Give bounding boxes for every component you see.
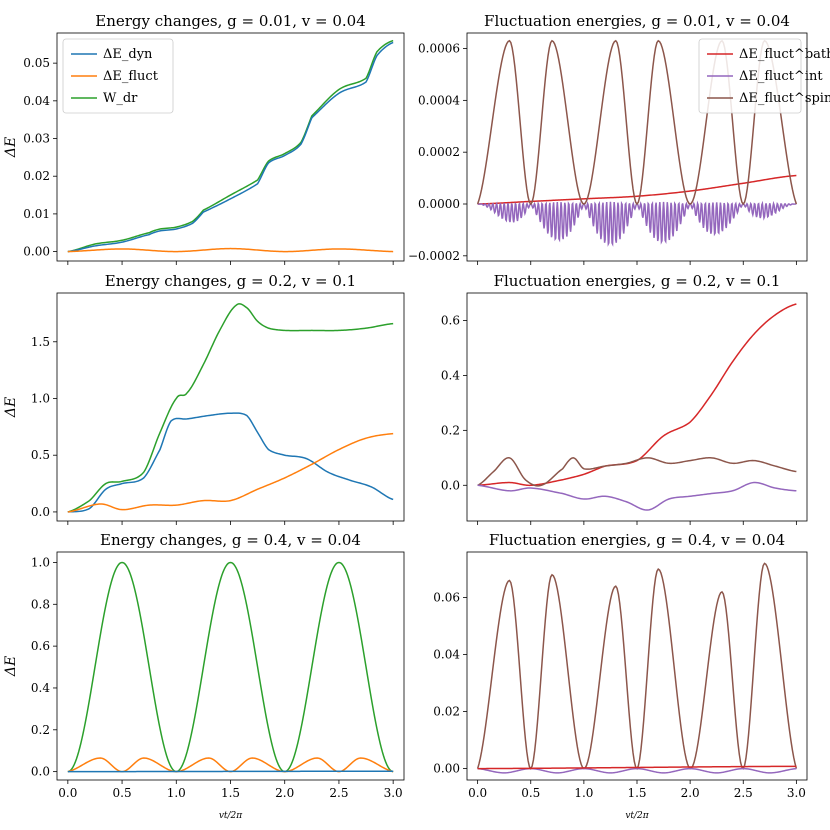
series-line-0 [476,562,798,771]
y-tick-label: 0.0 [31,505,50,519]
series-line-1 [67,412,394,513]
y-tick-label: 0.4 [441,368,460,382]
legend-label: W_dr [103,91,138,106]
panel-top-left: 0.00 0.01 0.02 0.03 0.04 0.05 Energy changes, … [3,12,405,265]
series-line-2 [477,765,797,770]
y-tick-label: 0.00 [23,245,50,259]
x-tick-label: 0.5 [113,786,132,800]
y-tick-label: 0.8 [31,597,50,611]
legend: ΔE_fluct^bath ΔE_fluct^int ΔE_fluct^spin [698,38,830,114]
panel-top-right: −0.0002 0.0000 0.0002 0.0004 0.0006 Fluctuati… [408,12,830,265]
panel-title: Energy changes, g = 0.01, v = 0.04 [95,12,366,30]
panel-middle-left: 0.0 0.5 1.0 1.5 Energy changes, g = 0.2, v =… [3,272,405,525]
y-tick-label: 0.0002 [418,145,460,159]
axes-frame [56,551,405,781]
series-line-1 [67,41,394,253]
y-tick-label: 0.01 [23,207,50,221]
panel-title: Energy changes, g = 0.2, v = 0.1 [105,272,356,290]
legend: ΔE_dyn ΔE_fluct W_dr [62,38,174,114]
axes-frame [466,551,808,781]
series-line-2 [476,39,798,206]
y-tick-label: 0.02 [23,169,50,183]
y-tick-label: 0.4 [31,681,50,695]
y-axis-label: ΔE [3,656,19,677]
series-line-2 [67,432,394,513]
series-line-0 [67,561,394,773]
y-tick-label: 0.0 [31,765,50,779]
y-tick-label: 0.04 [433,648,460,662]
y-tick-label: 0.06 [433,591,460,605]
x-tick-label: 1.0 [167,786,186,800]
x-tick-label: 0.0 [58,786,77,800]
legend-label: ΔE_dyn [103,47,153,62]
series-line-2 [477,481,797,511]
y-tick-label: 1.5 [31,335,50,349]
y-tick-label: 0.0006 [418,42,460,56]
x-tick-label: 0.5 [521,786,540,800]
y-tick-label: 0.6 [441,313,460,327]
y-tick-label: 0.03 [23,132,50,146]
series-line-0 [477,303,797,487]
axes-frame [466,292,808,522]
panel-title: Fluctuation energies, g = 0.4, v = 0.04 [489,531,785,549]
y-tick-label: −0.0002 [408,249,460,263]
panel-title: Energy changes, g = 0.4, v = 0.04 [100,531,361,549]
x-tick-label: 1.0 [574,786,593,800]
y-axis-label: ΔE [3,397,19,418]
panel-title: Fluctuation energies, g = 0.01, v = 0.04 [484,12,790,30]
x-tick-label: 1.5 [221,786,240,800]
x-tick-label: 2.5 [329,786,348,800]
x-axis-label: vt/2π [219,811,243,821]
legend-label: ΔE_fluct [103,69,159,84]
legend-label: ΔE_fluct^spin [739,91,830,106]
series-line-1 [67,757,394,773]
panel-bottom-left: 0.0 0.5 1.0 1.5 2.0 2.5 3.0 0.0 0.2 0.4 0.6 0.8 1.0 E… [3,531,405,821]
y-tick-label: 0.04 [23,94,50,108]
legend-box [62,38,174,114]
y-tick-label: 0.2 [441,423,460,437]
x-tick-label: 3.0 [787,786,806,800]
y-tick-label: 0.0 [441,478,460,492]
y-tick-label: 1.0 [31,391,50,405]
y-tick-label: 0.6 [31,639,50,653]
y-tick-label: 0.2 [31,723,50,737]
x-tick-label: 0.0 [468,786,487,800]
legend-label: ΔE_fluct^bath [739,47,830,62]
legend-label: ΔE_fluct^int [739,69,823,84]
series-line-0 [67,39,394,253]
y-tick-label: 0.5 [31,448,50,462]
x-tick-label: 2.0 [681,786,700,800]
panel-title: Fluctuation energies, g = 0.2, v = 0.1 [494,272,781,290]
y-tick-label: 0.0000 [418,197,460,211]
x-tick-label: 2.0 [275,786,294,800]
panel-middle-right: 0.0 0.2 0.4 0.6 Fluctuation energies, g = 0.… [441,272,808,525]
series-line-0 [477,174,797,205]
series-line-0 [67,303,394,513]
y-tick-label: 0.02 [433,705,460,719]
x-tick-label: 1.5 [627,786,646,800]
x-tick-label: 3.0 [384,786,403,800]
y-tick-label: 0.00 [433,762,460,776]
legend-box [698,38,802,114]
series-line-2 [67,247,394,253]
series-line-1 [477,200,797,247]
y-axis-label: ΔE [3,137,19,158]
x-tick-label: 2.5 [734,786,753,800]
y-tick-label: 0.05 [23,56,50,70]
series-line-1 [477,767,797,774]
y-tick-label: 0.0004 [418,93,460,107]
y-tick-label: 1.0 [31,555,50,569]
x-axis-label: vt/2π [625,811,649,821]
series-line-1 [477,456,797,487]
panel-bottom-right: 0.0 0.5 1.0 1.5 2.0 2.5 3.0 0.00 0.02 0.04 0.06 Flu… [433,531,808,821]
